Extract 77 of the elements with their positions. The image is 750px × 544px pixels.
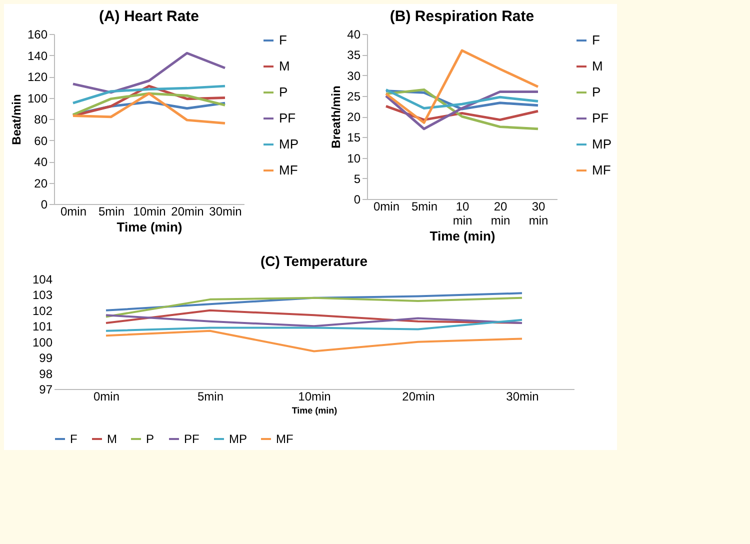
x-tick-label: 20min	[402, 390, 435, 404]
legend-label: F	[70, 432, 78, 446]
legend-label: P	[146, 432, 154, 446]
x-tick-label: 5min	[197, 390, 224, 404]
legend-label: PF	[592, 110, 609, 126]
y-tick-label: 98	[39, 366, 53, 381]
x-tick-label: 30min	[209, 204, 242, 218]
y-axis-title: Breath/min	[329, 86, 344, 148]
x-tick-label: 0min	[60, 204, 87, 218]
x-axis-title: Time (min)	[292, 406, 338, 416]
x-tick-label: 0min	[93, 390, 120, 404]
legend-label: M	[107, 432, 117, 446]
line-series	[72, 84, 226, 104]
x-tick-label: 5min	[98, 204, 125, 218]
legend-label: F	[592, 32, 600, 48]
x-tick-label: 30min	[506, 390, 539, 404]
line-series	[105, 318, 523, 332]
line-series	[384, 49, 540, 124]
legend-label: M	[279, 58, 290, 74]
y-tick-label: 140	[27, 48, 48, 63]
y-tick-label: 80	[34, 112, 48, 126]
legend-label: F	[279, 32, 287, 48]
chart-title: (A) Heart Rate	[98, 8, 200, 25]
chart-title: (B) Respiration Rate	[390, 8, 534, 25]
x-tick-label: 0min	[373, 200, 400, 214]
y-tick-label: 25	[347, 89, 361, 104]
y-tick-label: 35	[347, 48, 361, 62]
y-tick-label: 30	[347, 68, 361, 83]
x-axis-title: Time (min)	[430, 228, 496, 244]
y-tick-label: 5	[354, 172, 361, 186]
legend-label: MF	[276, 432, 294, 446]
y-tick-label: 97	[39, 382, 53, 396]
x-tick-label: 5min	[411, 200, 438, 214]
y-tick-label: 0	[354, 192, 361, 206]
y-tick-label: 101	[32, 320, 53, 334]
line-series	[105, 296, 523, 318]
line-series	[72, 92, 226, 124]
x-tick-label: 10 min	[452, 200, 472, 228]
y-tick-label: 15	[347, 130, 361, 145]
y-tick-label: 20	[347, 110, 361, 124]
y-tick-label: 10	[347, 151, 361, 166]
legend-label: MF	[279, 162, 298, 178]
x-axis-title: Time (min)	[116, 220, 182, 234]
x-tick-label: 20min	[171, 204, 204, 218]
y-tick-label: 0	[40, 198, 48, 212]
y-tick-label: 100	[27, 91, 48, 106]
line-series	[72, 92, 226, 116]
y-tick-label: 103	[32, 288, 53, 302]
y-tick-label: 102	[32, 304, 53, 318]
y-tick-label: 20	[34, 176, 48, 190]
line-series	[72, 52, 226, 94]
legend-label: MP	[592, 136, 612, 152]
line-series	[105, 330, 523, 352]
y-tick-label: 120	[27, 70, 48, 84]
line-series	[105, 314, 523, 328]
legend-label: P	[279, 84, 288, 100]
legend-label: MP	[229, 432, 247, 446]
chart-title: (C) Temperature	[260, 253, 368, 269]
legend-label: MP	[279, 136, 298, 152]
y-tick-label: 99	[39, 351, 53, 366]
legend-label: PF	[184, 432, 200, 446]
y-tick-label: 104	[32, 272, 53, 286]
legend-label: PF	[279, 110, 296, 126]
x-tick-label: 10min	[133, 204, 166, 218]
y-axis-title: Beat/min	[9, 94, 24, 145]
y-tick-label: 60	[34, 134, 48, 148]
legend-label: MF	[592, 162, 611, 178]
x-tick-label: 30 min	[528, 200, 548, 228]
line-series	[105, 292, 523, 312]
y-tick-label: 160	[27, 28, 48, 42]
y-tick-label: 40	[34, 155, 48, 169]
x-tick-label: 20 min	[490, 200, 510, 228]
x-tick-label: 10min	[298, 390, 331, 404]
y-tick-label: 40	[347, 28, 361, 42]
y-tick-label: 100	[32, 335, 53, 350]
legend-label: M	[592, 58, 603, 74]
legend-label: P	[592, 84, 601, 100]
